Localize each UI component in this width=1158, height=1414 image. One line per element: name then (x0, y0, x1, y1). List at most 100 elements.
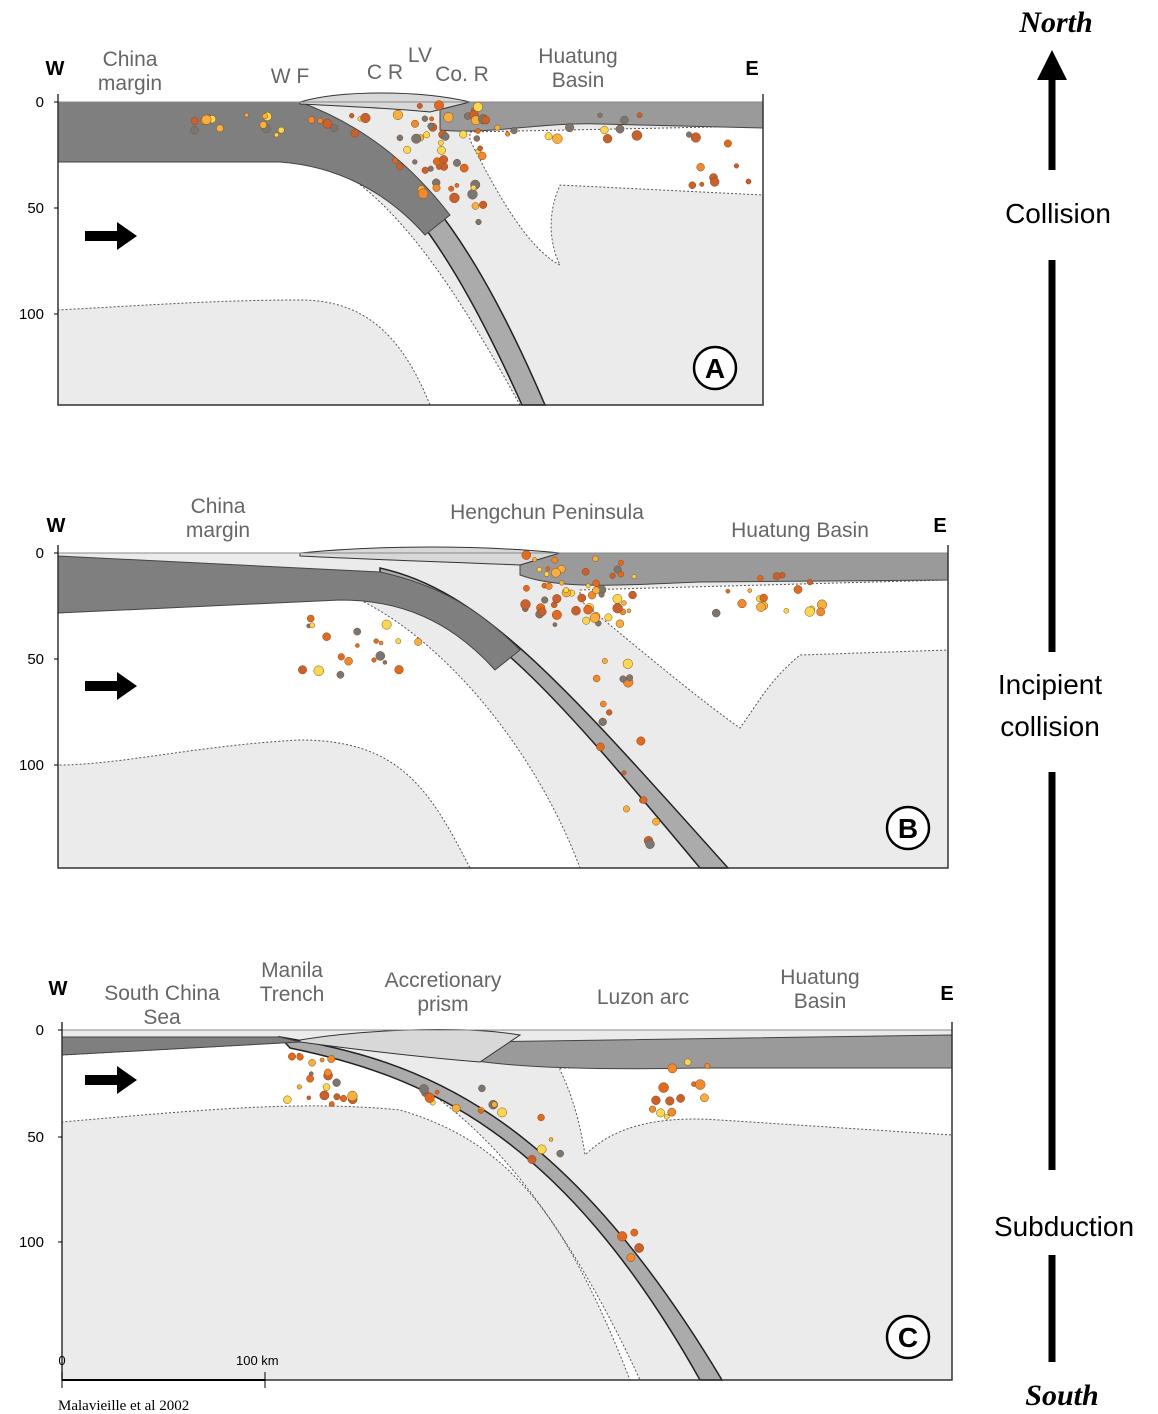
earthquake (618, 571, 624, 577)
earthquake (593, 587, 600, 594)
earthquake (379, 641, 383, 645)
earthquake (590, 613, 600, 623)
west-label: W (47, 515, 66, 537)
earthquake (563, 587, 568, 592)
east-label: E (745, 58, 758, 80)
earthquake (191, 117, 198, 124)
earthquake (307, 1075, 314, 1082)
earthquake (664, 1114, 669, 1119)
earthquake (191, 126, 199, 134)
region-label: Trench (260, 983, 325, 1006)
earthquake (522, 551, 531, 560)
earthquake (317, 118, 322, 123)
earthquake (452, 1104, 460, 1112)
earthquake (546, 567, 550, 571)
earthquake (649, 1106, 656, 1113)
earthquake (596, 743, 604, 751)
region-label: Huatung (538, 45, 617, 68)
earthquake (284, 1096, 292, 1104)
earthquake (541, 597, 548, 604)
earthquake (349, 113, 354, 118)
earthquake (691, 133, 701, 143)
earthquake (444, 113, 454, 123)
region-label: Hengchun Peninsula (450, 501, 644, 524)
earthquake (593, 556, 599, 562)
earthquake (437, 146, 445, 154)
earthquake (603, 134, 612, 143)
panels: 050100WEChinamarginW FC RLVCo. RHuatungB… (19, 44, 954, 1380)
region-label: South China (104, 982, 220, 1005)
earthquake (468, 189, 478, 199)
earthquake (605, 614, 612, 621)
earthquake (450, 193, 460, 203)
earthquake (623, 806, 629, 812)
earthquake (423, 132, 429, 138)
scale-end: 100 km (236, 1353, 279, 1368)
earthquake (345, 657, 353, 665)
earthquake (685, 1059, 692, 1066)
earthquake (478, 152, 486, 160)
earthquake (460, 164, 468, 172)
earthquake (553, 594, 562, 603)
earthquake (553, 134, 563, 144)
credit: Malavieille et al 2002 (58, 1398, 189, 1414)
earthquake (552, 557, 558, 563)
earthquake (537, 1145, 546, 1154)
earthquake (710, 178, 719, 187)
depth-tick-label: 0 (36, 545, 44, 562)
earthquake (438, 140, 443, 145)
earthquake (415, 638, 422, 645)
earthquake (686, 132, 692, 138)
earthquake (351, 129, 359, 137)
panel-id: B (898, 813, 918, 844)
earthquake (757, 575, 763, 581)
earthquake (700, 182, 704, 186)
earthquake (274, 133, 278, 137)
earthquake (320, 1058, 324, 1062)
region-label: W F (271, 65, 309, 88)
earthquake (616, 620, 624, 628)
earthquake (784, 608, 789, 613)
earthquake (697, 163, 705, 171)
earthquake (551, 568, 560, 577)
earthquake (712, 609, 720, 617)
earthquake (635, 1243, 644, 1252)
earthquake (328, 1055, 335, 1062)
earthquake (474, 136, 480, 142)
stage-label: collision (1000, 711, 1100, 742)
earthquake (337, 671, 344, 678)
earthquake (583, 617, 590, 624)
earthquake (572, 606, 581, 615)
earthquake (478, 1085, 485, 1092)
region-label: C R (367, 61, 403, 84)
earthquake (333, 1079, 341, 1087)
earthquake (627, 1254, 635, 1262)
earthquake (435, 1090, 439, 1094)
west-label: W (46, 58, 65, 80)
earthquake (553, 623, 557, 627)
depth-tick-label: 100 (19, 306, 44, 323)
earthquake (396, 163, 403, 170)
earthquake (245, 113, 249, 117)
earthquake (726, 589, 730, 593)
timeline: NorthSouthCollisionIncipientcollisionSub… (994, 6, 1134, 1412)
earthquake (613, 603, 623, 613)
earthquake (396, 639, 401, 644)
earthquake (393, 110, 403, 120)
earthquake (439, 155, 447, 163)
earthquake (620, 116, 628, 124)
depth-tick-label: 100 (19, 757, 44, 774)
earthquake (593, 675, 600, 682)
earthquake (392, 158, 397, 163)
earthquake (429, 117, 433, 121)
figure: 050100WEChinamarginW FC RLVCo. RHuatungB… (0, 0, 1158, 1414)
earthquake (288, 1053, 295, 1060)
earthquake (482, 116, 490, 124)
earthquake (372, 658, 377, 663)
earthquake (805, 607, 815, 617)
earthquake (617, 1232, 627, 1242)
earthquake (434, 101, 443, 110)
earthquake (475, 128, 480, 133)
earthquake (734, 164, 739, 169)
